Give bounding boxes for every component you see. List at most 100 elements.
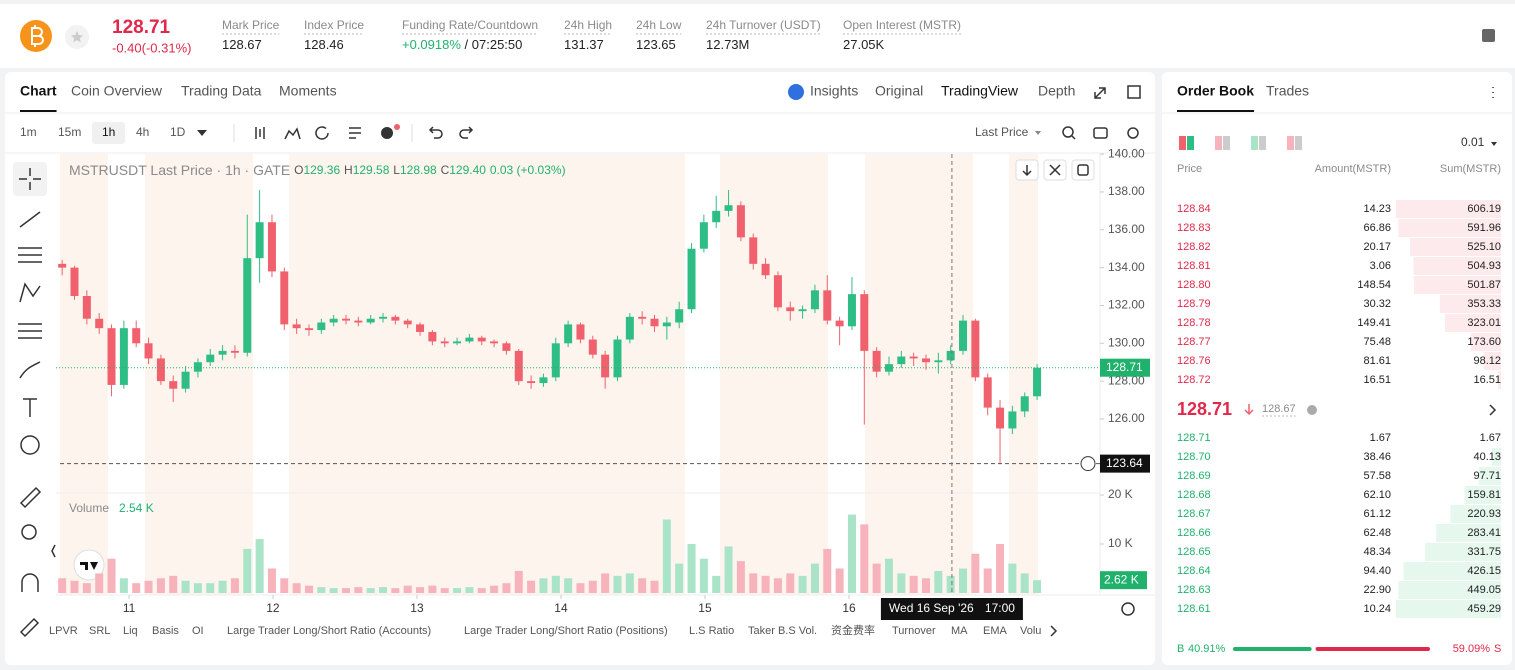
- pattern-tool[interactable]: [19, 282, 41, 303]
- order-price[interactable]: 128.83: [1177, 222, 1211, 234]
- order-price[interactable]: 128.77: [1177, 336, 1211, 348]
- view-tab[interactable]: Insights: [810, 83, 858, 99]
- camera-icon[interactable]: [1093, 127, 1108, 139]
- line-tool[interactable]: [19, 211, 41, 228]
- stat-value: 27.05K: [843, 37, 885, 52]
- interval[interactable]: 1h: [102, 125, 115, 139]
- interval[interactable]: 4h: [136, 125, 149, 139]
- tick-size[interactable]: 0.01: [1461, 135, 1485, 149]
- channel-tool[interactable]: [18, 247, 42, 263]
- order-price[interactable]: 128.67: [1177, 508, 1211, 520]
- order-price[interactable]: 128.69: [1177, 470, 1211, 482]
- emoji-tool[interactable]: [20, 435, 40, 455]
- order-price[interactable]: 128.84: [1177, 203, 1211, 215]
- settings-icon[interactable]: [1121, 602, 1135, 616]
- order-price[interactable]: 128.81: [1177, 260, 1211, 272]
- crosshair-tool[interactable]: [19, 168, 41, 190]
- tab[interactable]: Chart: [20, 83, 57, 99]
- view-large[interactable]: [1287, 136, 1294, 150]
- indicator[interactable]: L.S Ratio: [689, 625, 734, 637]
- order-price[interactable]: 128.63: [1177, 584, 1211, 596]
- order-price[interactable]: 128.61: [1177, 603, 1211, 615]
- undo-icon[interactable]: [428, 126, 443, 139]
- depth-bar: [1436, 524, 1501, 542]
- zoom-tool[interactable]: [21, 524, 37, 540]
- pencil-tool[interactable]: [19, 617, 40, 638]
- indicator[interactable]: LPVR: [49, 625, 78, 637]
- settings-icon[interactable]: [1127, 127, 1139, 139]
- order-sum: 159.81: [1467, 489, 1501, 501]
- order-price[interactable]: 128.68: [1177, 489, 1211, 501]
- dropdown-icon[interactable]: [1035, 131, 1041, 135]
- interval[interactable]: 1m: [20, 125, 37, 139]
- tab[interactable]: Coin Overview: [71, 83, 163, 99]
- swap-button[interactable]: [1071, 159, 1095, 181]
- indicator[interactable]: Large Trader Long/Short Ratio (Accounts): [227, 625, 431, 637]
- template-icon[interactable]: [349, 127, 361, 139]
- order-price[interactable]: 128.66: [1177, 527, 1211, 539]
- tv-logo: [80, 562, 98, 570]
- interval[interactable]: 1D: [170, 125, 186, 139]
- indicator-icon[interactable]: [284, 127, 301, 140]
- collapse-toolbar[interactable]: [51, 544, 56, 558]
- fib-tool[interactable]: [18, 323, 42, 339]
- order-price[interactable]: 128.78: [1177, 317, 1211, 329]
- search-icon[interactable]: [1062, 126, 1074, 138]
- order-price[interactable]: 128.70: [1177, 451, 1211, 463]
- order-sum: 323.01: [1467, 317, 1501, 329]
- brush-tool[interactable]: [19, 361, 41, 379]
- tool-active[interactable]: [13, 162, 47, 196]
- volume-bar: [107, 558, 116, 593]
- view-tab[interactable]: TradingView: [941, 83, 1019, 99]
- indicator[interactable]: Basis: [152, 625, 179, 637]
- view-bids[interactable]: [1251, 136, 1258, 150]
- indicator[interactable]: Volu: [1020, 625, 1041, 637]
- view-both[interactable]: [1179, 136, 1186, 150]
- interval[interactable]: 15m: [58, 125, 81, 139]
- indicator[interactable]: Taker B.S Vol.: [748, 625, 817, 637]
- tab[interactable]: Trading Data: [181, 83, 262, 99]
- volume-bar: [699, 558, 708, 593]
- order-price[interactable]: 128.79: [1177, 298, 1211, 310]
- indicator[interactable]: Large Trader Long/Short Ratio (Positions…: [464, 625, 668, 637]
- indicator[interactable]: 资金费率: [831, 623, 875, 637]
- tab[interactable]: Moments: [279, 83, 337, 99]
- indicator[interactable]: Turnover: [892, 625, 936, 637]
- order-price[interactable]: 128.72: [1177, 374, 1211, 386]
- marker-add[interactable]: [1080, 456, 1096, 472]
- notes-icon[interactable]: [1482, 29, 1495, 42]
- price-type[interactable]: Last Price: [975, 125, 1029, 139]
- dropdown-icon[interactable]: [197, 130, 207, 136]
- replay-icon[interactable]: [315, 126, 329, 140]
- indicator[interactable]: OI: [192, 625, 204, 637]
- expand-icon[interactable]: [1094, 87, 1106, 99]
- indicator[interactable]: MA: [951, 625, 968, 637]
- text-tool[interactable]: [23, 398, 37, 417]
- view-asks[interactable]: [1215, 136, 1222, 150]
- indicator[interactable]: EMA: [983, 625, 1008, 637]
- chevron[interactable]: [1489, 404, 1497, 416]
- order-price[interactable]: 128.71: [1177, 432, 1211, 444]
- order-price[interactable]: 128.82: [1177, 241, 1211, 253]
- order-price[interactable]: 128.80: [1177, 279, 1211, 291]
- candle-type-icon[interactable]: [255, 127, 265, 139]
- view-tab[interactable]: Depth: [1038, 83, 1075, 99]
- magnet-tool[interactable]: [21, 573, 39, 592]
- add-icon[interactable]: [381, 127, 393, 139]
- stat-value: 128.67: [222, 37, 262, 52]
- order-sum: 501.87: [1467, 279, 1501, 291]
- window-icon[interactable]: [1127, 85, 1141, 99]
- view-tab[interactable]: Original: [875, 83, 923, 99]
- ruler-tool[interactable]: [19, 486, 42, 509]
- dropdown-icon[interactable]: [1491, 142, 1497, 146]
- tab[interactable]: Trades: [1266, 83, 1309, 99]
- order-price[interactable]: 128.76: [1177, 355, 1211, 367]
- tab[interactable]: Order Book: [1177, 83, 1254, 99]
- order-price[interactable]: 128.65: [1177, 546, 1211, 558]
- candle-body: [477, 337, 486, 342]
- scroll-right[interactable]: [1050, 625, 1058, 637]
- order-price[interactable]: 128.64: [1177, 565, 1211, 577]
- indicator[interactable]: Liq: [123, 625, 138, 637]
- redo-icon[interactable]: [459, 126, 474, 139]
- indicator[interactable]: SRL: [89, 625, 110, 637]
